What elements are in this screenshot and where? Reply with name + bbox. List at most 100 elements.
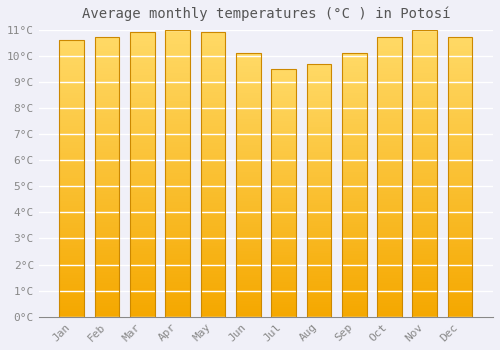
Bar bbox=[448, 202, 472, 205]
Bar bbox=[236, 79, 260, 82]
Bar bbox=[94, 49, 120, 51]
Bar bbox=[60, 93, 84, 95]
Bar bbox=[342, 85, 366, 88]
Bar bbox=[94, 68, 120, 71]
Bar bbox=[412, 136, 437, 139]
Bar bbox=[412, 268, 437, 271]
Bar bbox=[94, 37, 120, 317]
Bar bbox=[377, 205, 402, 208]
Bar bbox=[306, 231, 331, 233]
Bar bbox=[236, 246, 260, 248]
Bar bbox=[306, 253, 331, 256]
Bar bbox=[200, 266, 226, 268]
Bar bbox=[342, 95, 366, 98]
Bar bbox=[236, 116, 260, 119]
Bar bbox=[236, 309, 260, 312]
Bar bbox=[342, 270, 366, 272]
Bar bbox=[306, 294, 331, 296]
Bar bbox=[377, 286, 402, 289]
Bar bbox=[236, 135, 260, 138]
Bar bbox=[448, 214, 472, 216]
Bar bbox=[342, 74, 366, 77]
Bar bbox=[412, 96, 437, 98]
Bar bbox=[60, 112, 84, 115]
Bar bbox=[412, 104, 437, 107]
Bar bbox=[200, 189, 226, 191]
Bar bbox=[130, 75, 155, 78]
Bar bbox=[166, 41, 190, 44]
Bar bbox=[130, 109, 155, 112]
Bar bbox=[130, 209, 155, 211]
Bar bbox=[306, 193, 331, 195]
Bar bbox=[60, 68, 84, 70]
Bar bbox=[271, 180, 296, 183]
Bar bbox=[94, 163, 120, 166]
Bar bbox=[236, 64, 260, 66]
Bar bbox=[377, 222, 402, 225]
Bar bbox=[271, 118, 296, 121]
Bar bbox=[342, 145, 366, 148]
Bar bbox=[271, 237, 296, 240]
Bar bbox=[342, 64, 366, 66]
Bar bbox=[200, 95, 226, 98]
Bar bbox=[271, 225, 296, 228]
Bar bbox=[448, 163, 472, 166]
Bar bbox=[306, 233, 331, 236]
Bar bbox=[412, 193, 437, 196]
Bar bbox=[342, 53, 366, 56]
Bar bbox=[377, 258, 402, 261]
Title: Average monthly temperatures (°C ) in Potosí: Average monthly temperatures (°C ) in Po… bbox=[82, 7, 450, 21]
Bar bbox=[377, 303, 402, 306]
Bar bbox=[448, 43, 472, 46]
Bar bbox=[166, 164, 190, 167]
Bar bbox=[94, 264, 120, 266]
Bar bbox=[60, 101, 84, 104]
Bar bbox=[236, 106, 260, 108]
Bar bbox=[271, 304, 296, 307]
Bar bbox=[412, 127, 437, 130]
Bar bbox=[412, 50, 437, 52]
Bar bbox=[166, 76, 190, 78]
Bar bbox=[412, 159, 437, 162]
Bar bbox=[166, 176, 190, 179]
Bar bbox=[377, 158, 402, 160]
Bar bbox=[166, 233, 190, 236]
Bar bbox=[377, 219, 402, 222]
Bar bbox=[448, 306, 472, 308]
Bar bbox=[271, 280, 296, 282]
Bar bbox=[200, 169, 226, 172]
Bar bbox=[94, 219, 120, 222]
Bar bbox=[60, 164, 84, 167]
Bar bbox=[236, 253, 260, 256]
Bar bbox=[200, 194, 226, 197]
Bar bbox=[130, 66, 155, 69]
Bar bbox=[166, 196, 190, 199]
Bar bbox=[94, 272, 120, 275]
Bar bbox=[236, 93, 260, 95]
Bar bbox=[236, 95, 260, 98]
Bar bbox=[412, 52, 437, 55]
Bar bbox=[236, 282, 260, 285]
Bar bbox=[412, 265, 437, 268]
Bar bbox=[60, 300, 84, 303]
Bar bbox=[60, 220, 84, 223]
Bar bbox=[448, 225, 472, 228]
Bar bbox=[236, 280, 260, 282]
Bar bbox=[166, 274, 190, 276]
Bar bbox=[130, 69, 155, 72]
Bar bbox=[236, 88, 260, 90]
Bar bbox=[448, 37, 472, 317]
Bar bbox=[200, 75, 226, 78]
Bar bbox=[306, 246, 331, 248]
Bar bbox=[130, 254, 155, 257]
Bar bbox=[448, 228, 472, 230]
Bar bbox=[412, 233, 437, 236]
Bar bbox=[60, 306, 84, 308]
Bar bbox=[377, 40, 402, 43]
Bar bbox=[306, 185, 331, 188]
Bar bbox=[448, 74, 472, 77]
Bar bbox=[60, 234, 84, 237]
Bar bbox=[200, 314, 226, 317]
Bar bbox=[200, 203, 226, 206]
Bar bbox=[271, 143, 296, 146]
